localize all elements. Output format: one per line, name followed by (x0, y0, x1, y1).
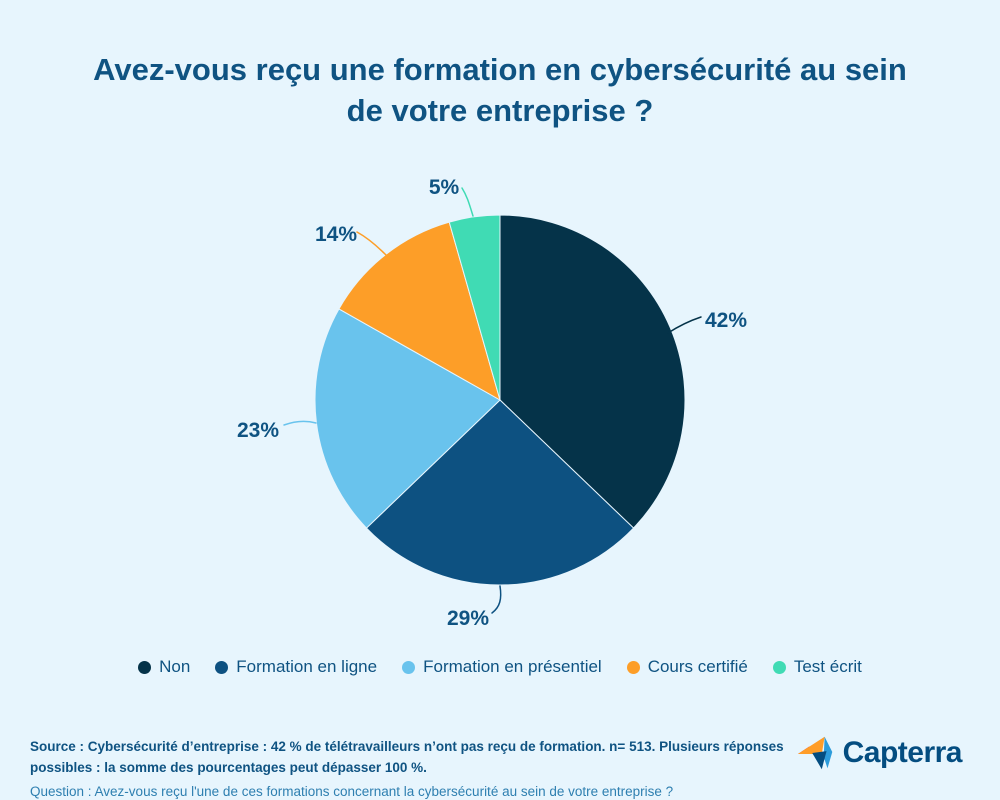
data-label-cours-certifie: 14% (314, 223, 358, 246)
data-label-non: 42% (705, 309, 748, 332)
legend-item-non: Non (138, 657, 190, 677)
legend-label: Test écrit (793, 657, 862, 676)
legend-dot-icon (772, 660, 786, 674)
legend-item-test-ecrit: Test écrit (772, 657, 862, 677)
question-text: Question : Avez-vous reçu l'une de ces f… (30, 783, 674, 799)
legend-item-formation-en-ligne: Formation en ligne (215, 657, 377, 677)
source-text-line2: possibles : la somme des pourcentages pe… (30, 760, 427, 776)
leader-line-formation-en-presentiel (283, 420, 317, 426)
leader-line-test-ecrit (461, 187, 474, 217)
data-label-formation-en-ligne: 29% (446, 607, 490, 630)
legend-label: Cours certifié (647, 657, 748, 676)
data-label-test-ecrit: 5% (428, 176, 460, 199)
legend-label: Formation en présentiel (423, 657, 602, 676)
chart-legend: Non Formation en ligne Formation en prés… (0, 657, 1000, 677)
legend-dot-icon (626, 660, 640, 674)
capterra-logo-text: Capterra (842, 736, 963, 769)
data-label-formation-en-presentiel: 23% (236, 419, 280, 442)
source-text-line1: Source : Cybersécurité d’entreprise : 42… (30, 739, 784, 754)
page-title: Avez-vous reçu une formation en cyberséc… (93, 52, 907, 128)
legend-item-cours-certifie: Cours certifié (626, 657, 748, 677)
legend-item-formation-en-presentiel: Formation en présentiel (402, 657, 602, 677)
legend-dot-icon (215, 660, 229, 674)
footer-notes: Source : Cybersécurité d’entreprise : 42… (30, 736, 810, 800)
pie-slice-formation-en-ligne (365, 399, 635, 586)
pie-slice-test-crit (448, 214, 501, 401)
legend-dot-icon (138, 660, 152, 674)
legend-dot-icon (402, 660, 416, 674)
leader-line-non (667, 316, 702, 334)
capterra-logo: Capterra (796, 731, 963, 775)
legend-label: Formation en ligne (236, 657, 378, 676)
legend-label: Non (159, 657, 191, 676)
leader-line-cours-certifie (356, 231, 387, 256)
leader-line-formation-en-ligne (491, 585, 502, 614)
capterra-logo-icon (797, 736, 832, 770)
pie-slices (314, 214, 686, 586)
pie-slice-non (499, 214, 686, 529)
